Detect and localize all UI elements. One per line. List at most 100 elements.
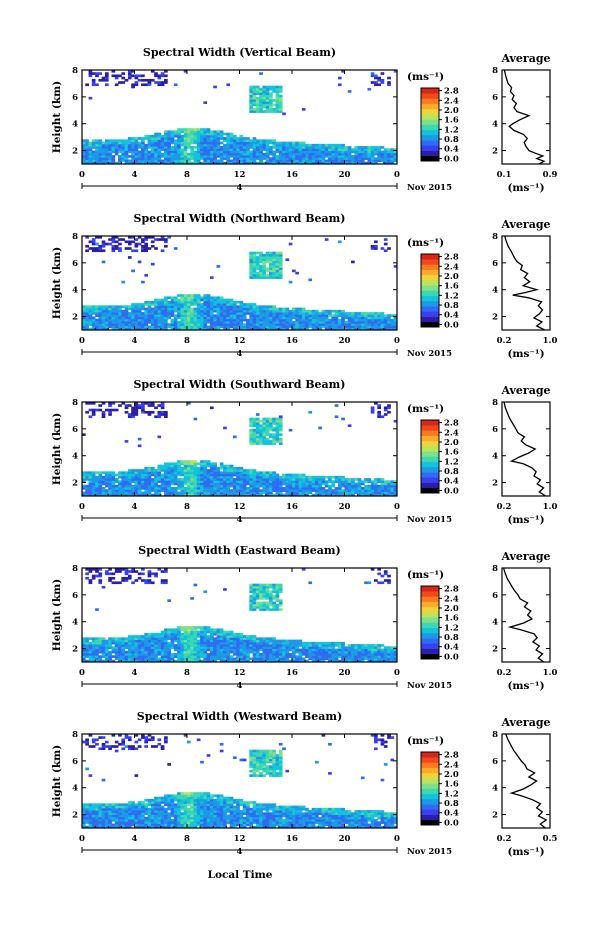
heatmap-cell (209, 309, 214, 313)
heatmap-cell (223, 588, 227, 591)
heatmap-cell (213, 653, 217, 656)
heatmap-cell (193, 309, 198, 313)
heatmap-cell (108, 238, 112, 241)
heatmap-cell (183, 493, 188, 497)
heatmap-cell (226, 657, 231, 661)
heatmap-cell (305, 309, 309, 313)
colorbar-swatch (421, 274, 439, 281)
heatmap-cell (160, 74, 165, 78)
heatmap-cell (301, 312, 306, 315)
heatmap-cell (249, 489, 254, 492)
heatmap-cell (262, 431, 267, 434)
heatmap-cell (337, 143, 342, 147)
heatmap-cell (239, 316, 244, 320)
heatmap-cell (104, 644, 109, 647)
heatmap-cell (193, 146, 198, 149)
heatmap-cell (209, 653, 214, 656)
heatmap-cell (209, 323, 214, 326)
heatmap-cell (265, 316, 270, 320)
heatmap-cell (272, 150, 276, 154)
heatmap-cell (242, 137, 247, 140)
heatmap-cell (203, 101, 208, 104)
heatmap-cell (164, 78, 168, 82)
heatmap-cell (275, 260, 280, 264)
heatmap-cell (114, 307, 119, 311)
heatmap-cell (196, 489, 201, 492)
heatmap-cell (150, 581, 155, 585)
heatmap-cell (249, 94, 254, 98)
heatmap-cell (134, 480, 139, 483)
heatmap-cell (324, 475, 329, 479)
heatmap-cell (259, 597, 263, 600)
heatmap-cell (219, 318, 224, 322)
heatmap-cell (242, 475, 247, 479)
heatmap-cell (351, 159, 355, 163)
heatmap-cell (377, 159, 381, 163)
heatmap-cell (131, 659, 135, 663)
heatmap-cell (187, 298, 191, 302)
heatmap-cell (157, 639, 162, 643)
heatmap-cell (91, 410, 96, 414)
heatmap-cell (288, 493, 293, 497)
heatmap-cell (193, 655, 198, 658)
heatmap-cell (364, 312, 368, 315)
heatmap-cell (288, 323, 293, 326)
heatmap-cell (269, 655, 273, 658)
heatmap-cell (187, 303, 191, 306)
heatmap-cell (239, 325, 244, 329)
heatmap-cell (242, 305, 247, 309)
heatmap-cell (150, 466, 155, 470)
heatmap-cell (203, 473, 208, 477)
heatmap-cell (301, 475, 306, 479)
heatmap-cell (272, 323, 276, 326)
heatmap-cell (219, 150, 224, 154)
heatmap-cell (98, 471, 103, 475)
colorbar-swatch (421, 425, 439, 431)
average-x-tick-label: 0.2 (497, 336, 512, 346)
heatmap-cell (269, 318, 273, 322)
heatmap-cell (134, 570, 139, 573)
heatmap-cell (393, 152, 398, 156)
heatmap-cell (200, 482, 204, 486)
heatmap-cell (262, 260, 267, 264)
heatmap-cell (104, 493, 109, 497)
heatmap-cell (255, 487, 260, 490)
heatmap-cell (213, 325, 217, 329)
heatmap-cell (111, 323, 116, 326)
heatmap-cell (173, 83, 178, 87)
heatmap-cell (209, 316, 214, 320)
heatmap-cell (351, 487, 355, 490)
heatmap-cell (255, 274, 260, 277)
heatmap-cell (252, 648, 257, 652)
heatmap-cell (95, 639, 99, 643)
heatmap-cell (229, 298, 234, 302)
heatmap-cell (354, 157, 359, 160)
heatmap-cell (104, 570, 109, 573)
heatmap-cell (223, 466, 227, 470)
heatmap-cell (180, 641, 185, 645)
heatmap-cell (157, 475, 162, 479)
heatmap-cell (278, 90, 283, 93)
heatmap-cell (157, 134, 162, 138)
heatmap-cell (249, 442, 254, 445)
heatmap-cell (219, 632, 224, 636)
heatmap-cell (354, 327, 359, 331)
heatmap-cell (272, 85, 276, 89)
heatmap-cell (167, 657, 171, 661)
heatmap-cell (314, 312, 319, 315)
heatmap-cell (104, 484, 109, 488)
heatmap-cell (206, 327, 211, 331)
heatmap-cell (108, 312, 112, 315)
heatmap-cell (121, 484, 126, 488)
heatmap-cell (137, 312, 142, 315)
heatmap-cell (101, 478, 106, 481)
heatmap-cell (337, 489, 342, 492)
heatmap-cell (229, 482, 234, 486)
heatmap-cell (203, 655, 208, 658)
heatmap-cell (180, 327, 185, 331)
heatmap-cell (177, 491, 181, 495)
heatmap-cell (154, 155, 158, 158)
heatmap-cell (200, 639, 204, 643)
heatmap-cell (196, 462, 201, 466)
heatmap-cell (216, 639, 221, 643)
